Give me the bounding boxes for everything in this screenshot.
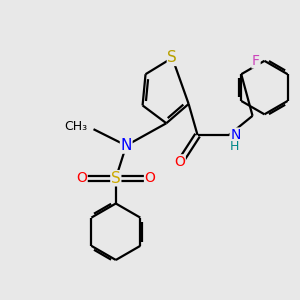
Text: O: O (145, 171, 155, 185)
Text: O: O (174, 155, 185, 169)
Text: H: H (230, 140, 240, 153)
Text: S: S (167, 50, 177, 65)
Text: N: N (230, 128, 241, 142)
Text: F: F (252, 54, 260, 68)
Text: S: S (111, 171, 121, 186)
Text: N: N (121, 138, 132, 153)
Text: CH₃: CH₃ (64, 120, 88, 133)
Text: O: O (76, 171, 87, 185)
